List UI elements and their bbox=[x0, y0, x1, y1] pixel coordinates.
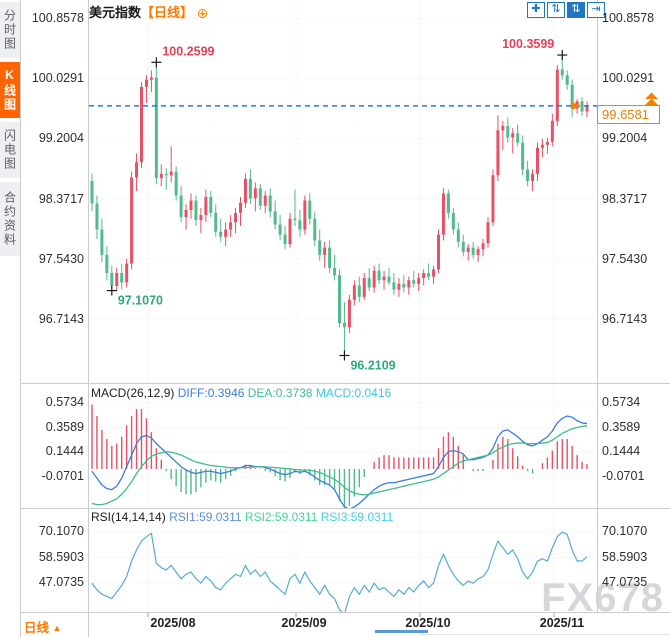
y-tick-label: 100.0291 bbox=[602, 71, 655, 85]
macd-dea-readout: DEA:0.3738 bbox=[247, 386, 313, 400]
chart-toolbar: ✚ ⇅ ⇅ ⇥ bbox=[527, 2, 605, 18]
y-tick-label: 97.5430 bbox=[38, 252, 84, 266]
y-tick-label: 100.0291 bbox=[31, 71, 84, 85]
rsi-panel-divider bbox=[20, 508, 670, 509]
y-tick-label: 96.7143 bbox=[38, 312, 84, 326]
gridlines bbox=[89, 2, 597, 617]
y-tick-label: 99.2004 bbox=[38, 131, 84, 145]
sidebar-item-lightning-chart[interactable]: 闪电图 bbox=[0, 122, 20, 178]
rsi-tick-label: 70.1070 bbox=[38, 524, 84, 538]
x-tick-label: 2025/11 bbox=[539, 616, 585, 630]
macd-tick-label: 0.1444 bbox=[45, 444, 84, 458]
macd-tick-label: 0.3589 bbox=[45, 420, 84, 434]
rsi-title: RSI(14,14,14) bbox=[91, 510, 166, 524]
macd-value-readout: MACD:0.0416 bbox=[315, 386, 392, 400]
plot-left-border bbox=[88, 0, 89, 637]
svg-text:96.2109: 96.2109 bbox=[350, 358, 395, 372]
last-price-pointer-icon bbox=[572, 101, 580, 110]
rsi1-readout: RSI1:59.0311 bbox=[169, 510, 242, 524]
macd-header: MACD(26,12,9) DIFF:0.3946 DEA:0.3738 MAC… bbox=[91, 386, 391, 400]
rsi-tick-label: 58.5903 bbox=[602, 550, 648, 564]
x-tick-label: 2025/09 bbox=[281, 616, 327, 630]
rsi3-readout: RSI3:59.0311 bbox=[320, 510, 394, 524]
y-tick-label: 98.3717 bbox=[602, 192, 648, 206]
sidebar: 分时图 K线图 闪电图 合约资料 bbox=[0, 0, 21, 637]
svg-text:100.3599: 100.3599 bbox=[502, 37, 554, 51]
chart-title: 美元指数【日线】 ⊕ bbox=[89, 2, 208, 22]
double-up-arrow-icon bbox=[645, 92, 658, 105]
x-axis-line bbox=[20, 612, 670, 613]
x-tick-label: 2025/08 bbox=[150, 616, 196, 630]
x-tick-label: 2025/10 bbox=[405, 616, 451, 630]
macd-tick-label: 0.5734 bbox=[602, 395, 641, 409]
goto-latest-icon[interactable]: ⇥ bbox=[587, 2, 605, 18]
rsi-tick-label: 47.0735 bbox=[38, 575, 84, 589]
sidebar-item-contract-info[interactable]: 合约资料 bbox=[0, 182, 20, 256]
y-tick-label: 98.3717 bbox=[38, 192, 84, 206]
sidebar-item-timeline-chart[interactable]: 分时图 bbox=[0, 2, 20, 58]
y-axis-scale-icon[interactable]: ⇅ bbox=[547, 2, 565, 18]
plot-right-border bbox=[597, 0, 598, 612]
period-tag: 【日线】 bbox=[141, 5, 194, 20]
rsi-tick-label: 70.1070 bbox=[602, 524, 648, 538]
macd-tick-label: 0.3589 bbox=[602, 420, 641, 434]
y-tick-label: 96.7143 bbox=[602, 312, 648, 326]
rsi2-readout: RSI2:59.0311 bbox=[244, 510, 318, 524]
svg-text:97.1070: 97.1070 bbox=[118, 294, 163, 308]
svg-text:100.2599: 100.2599 bbox=[162, 44, 214, 58]
symbol-name: 美元指数 bbox=[89, 5, 142, 20]
macd-tick-label: -0.0701 bbox=[602, 469, 645, 483]
scrollbar-track bbox=[420, 634, 670, 635]
y-tick-label: 99.2004 bbox=[602, 131, 648, 145]
y-tick-label: 97.5430 bbox=[602, 252, 648, 266]
macd-tick-label: -0.0701 bbox=[41, 469, 84, 483]
triangle-up-icon: ▲ bbox=[52, 623, 62, 633]
macd-tick-label: 0.1444 bbox=[602, 444, 641, 458]
macd-series bbox=[91, 404, 588, 508]
scrollbar-thumb[interactable] bbox=[375, 630, 428, 633]
pan-crosshair-icon[interactable]: ✚ bbox=[527, 2, 545, 18]
sidebar-item-candle-chart[interactable]: K线图 bbox=[0, 62, 20, 118]
period-selector[interactable]: 日线 ▲ bbox=[24, 617, 61, 636]
period-label: 日线 bbox=[24, 621, 50, 635]
last-price-box: 99.6581 bbox=[597, 105, 660, 124]
rsi-header: RSI(14,14,14) RSI1:59.0311 RSI2:59.0311 … bbox=[91, 510, 393, 524]
macd-title: MACD(26,12,9) bbox=[91, 386, 175, 400]
macd-tick-label: 0.5734 bbox=[45, 395, 84, 409]
rsi-series bbox=[91, 531, 588, 612]
y-tick-label: 100.8578 bbox=[31, 11, 84, 25]
y-tick-label: 100.8578 bbox=[602, 11, 655, 25]
macd-diff-readout: DIFF:0.3946 bbox=[177, 386, 245, 400]
rsi-tick-label: 58.5903 bbox=[38, 550, 84, 564]
price-annotations: 97.1070 100.2599 96.2109 100.3599 bbox=[106, 37, 568, 372]
candlestick-series bbox=[90, 55, 589, 356]
add-indicator-icon[interactable]: ⊕ bbox=[196, 5, 209, 21]
macd-panel-divider bbox=[20, 383, 670, 384]
y-axis-scale-active-icon[interactable]: ⇅ bbox=[567, 2, 585, 18]
rsi-tick-label: 47.0735 bbox=[602, 575, 648, 589]
